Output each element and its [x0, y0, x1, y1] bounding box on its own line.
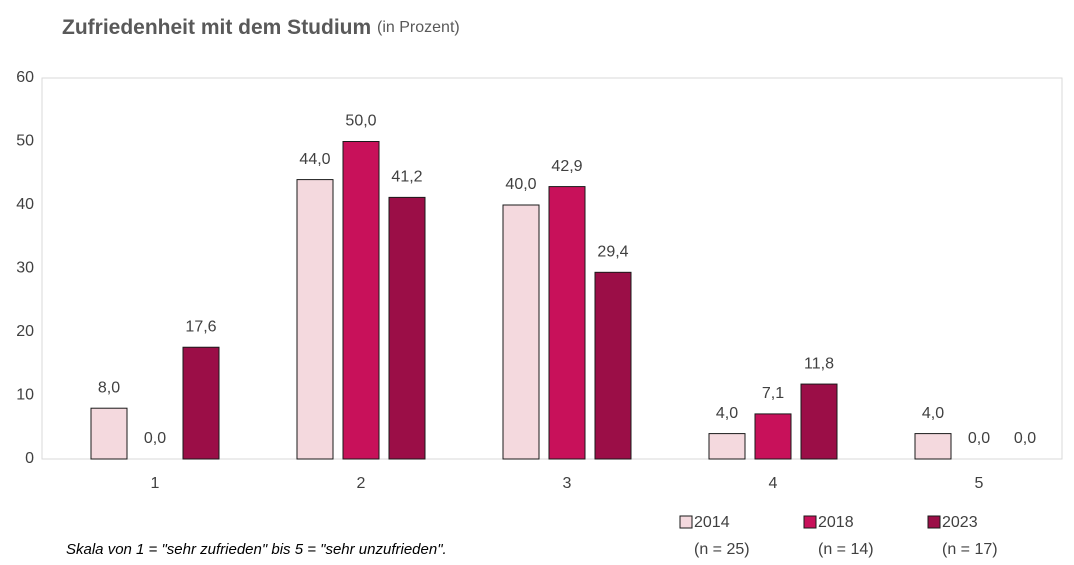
bar — [594, 271, 632, 460]
bar — [754, 413, 792, 460]
x-tick-label: 3 — [563, 475, 572, 492]
legend-label: 2014 — [694, 514, 730, 531]
legend-swatch — [803, 515, 817, 529]
value-label: 44,0 — [299, 151, 330, 168]
value-label: 50,0 — [345, 113, 376, 130]
title-text: Zufriedenheit mit dem Studium — [62, 16, 371, 39]
y-tick-label: 50 — [16, 133, 34, 150]
value-label: 0,0 — [144, 430, 166, 447]
y-tick-label: 30 — [16, 260, 34, 277]
bar — [800, 383, 838, 460]
value-label: 42,9 — [551, 158, 582, 175]
bar — [914, 433, 952, 460]
bar — [548, 186, 586, 460]
value-label: 8,0 — [98, 379, 120, 396]
bar — [296, 179, 334, 460]
y-tick-label: 0 — [25, 450, 34, 467]
y-tick-label: 40 — [16, 196, 34, 213]
bar — [388, 196, 426, 460]
legend-swatch — [679, 515, 693, 529]
x-tick-label: 2 — [357, 475, 366, 492]
bar — [182, 346, 220, 460]
value-label: 11,8 — [804, 355, 834, 372]
value-label: 17,6 — [185, 318, 216, 335]
value-label: 41,2 — [391, 169, 422, 186]
y-tick-label: 10 — [16, 387, 34, 404]
legend-swatch — [927, 515, 941, 529]
value-label: 29,4 — [597, 244, 628, 261]
subtitle: (in Prozent) — [377, 19, 460, 36]
bar — [708, 433, 746, 460]
value-label: 7,1 — [762, 385, 784, 402]
value-label: 4,0 — [922, 405, 944, 422]
legend-sample: (n = 14) — [818, 541, 874, 558]
value-label: 0,0 — [1014, 430, 1036, 447]
legend-label: 2018 — [818, 514, 854, 531]
bar — [90, 407, 128, 460]
y-tick-label: 20 — [16, 323, 34, 340]
value-label: 40,0 — [505, 176, 536, 193]
footnote: Skala von 1 = "sehr zufrieden" bis 5 = "… — [66, 541, 447, 558]
bar — [502, 204, 540, 460]
x-tick-label: 5 — [975, 475, 984, 492]
legend-sample: (n = 25) — [694, 541, 750, 558]
y-tick-label: 60 — [16, 69, 34, 86]
chart-title: Zufriedenheit mit dem Studium (in Prozen… — [62, 16, 460, 39]
bar — [342, 141, 380, 460]
value-label: 4,0 — [716, 405, 738, 422]
x-tick-label: 1 — [151, 475, 160, 492]
legend-label: 2023 — [942, 514, 978, 531]
legend-sample: (n = 17) — [942, 541, 998, 558]
x-tick-label: 4 — [769, 475, 778, 492]
value-label: 0,0 — [968, 430, 990, 447]
